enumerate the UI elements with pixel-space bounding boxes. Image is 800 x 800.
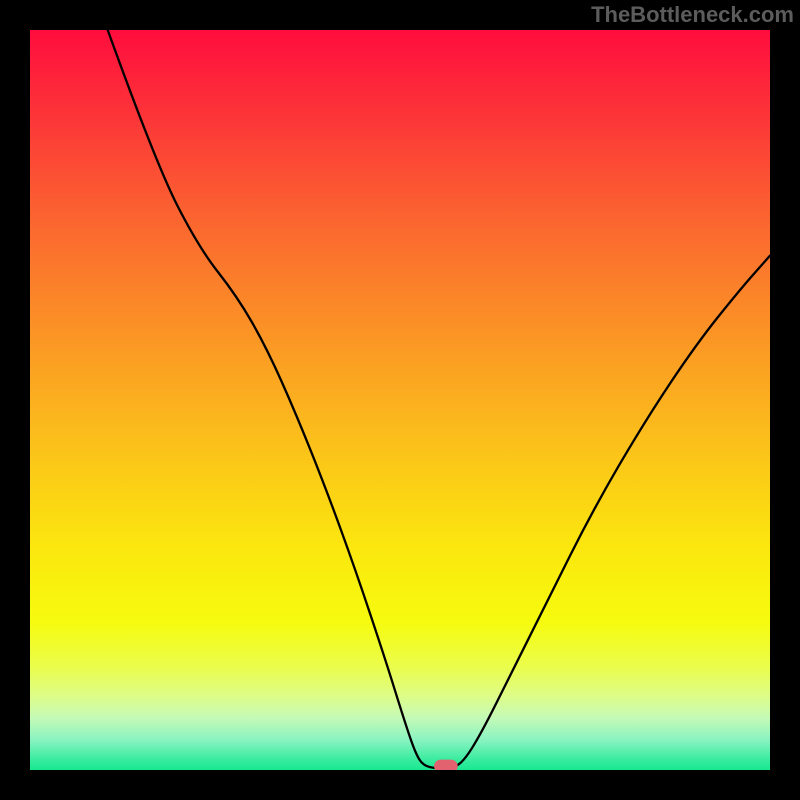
bottleneck-chart: [30, 30, 770, 770]
optimal-point-marker: [434, 760, 458, 770]
bottleneck-curve: [30, 30, 770, 770]
watermark-text: TheBottleneck.com: [591, 2, 794, 28]
